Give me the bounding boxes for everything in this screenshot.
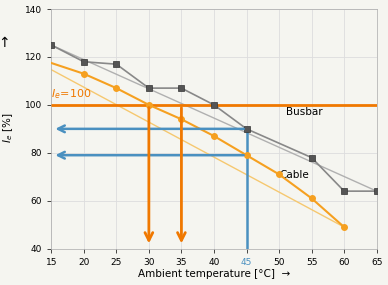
Text: $I_e$ [%]: $I_e$ [%] bbox=[1, 113, 15, 143]
X-axis label: Ambient temperature [°C]  →: Ambient temperature [°C] → bbox=[138, 269, 290, 280]
Text: Busbar: Busbar bbox=[286, 107, 322, 117]
Text: ↑: ↑ bbox=[0, 36, 10, 50]
Text: $I_e\!=\!100$: $I_e\!=\!100$ bbox=[51, 87, 92, 101]
Text: Cable: Cable bbox=[279, 170, 309, 180]
